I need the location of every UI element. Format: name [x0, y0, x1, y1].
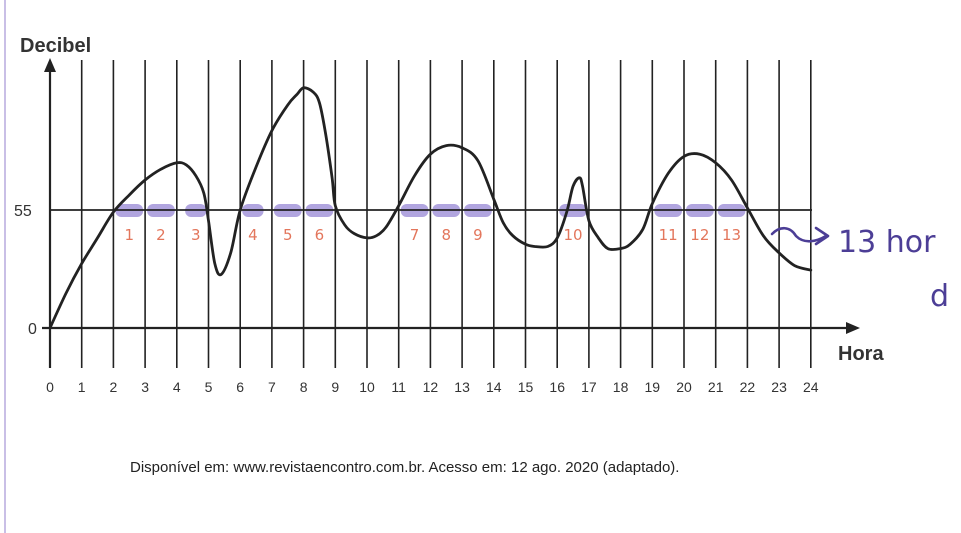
- annotation-number: 5: [283, 226, 293, 244]
- x-tick-label: 2: [110, 379, 118, 395]
- x-tick-label: 18: [613, 379, 629, 395]
- annotation-number: 13: [722, 226, 741, 244]
- handwritten-arrow: [770, 226, 830, 246]
- annotation-number: 8: [441, 226, 451, 244]
- x-tick-labels: 0 1 2 3 4 5 6 7 8 9 10 11 12 13 14 15 16 17 18 19 20 21 22 23 24: [46, 379, 819, 395]
- handwritten-note-line2: d: [930, 279, 949, 314]
- y-tick-label-0: 0: [28, 321, 37, 338]
- x-tick-label: 5: [205, 379, 213, 395]
- x-tick-label: 7: [268, 379, 276, 395]
- annotation-numbers: 1 2 3 4 5 6 7 8 9 10 11 12 13: [124, 226, 741, 244]
- x-tick-label: 16: [549, 379, 565, 395]
- x-tick-label: 23: [771, 379, 787, 395]
- x-tick-label: 8: [300, 379, 308, 395]
- handwritten-note: 13 hor d: [770, 225, 949, 314]
- x-tick-label: 24: [803, 379, 819, 395]
- x-tick-label: 4: [173, 379, 181, 395]
- y-axis-title: Decibel: [20, 35, 91, 57]
- x-tick-label: 9: [331, 379, 339, 395]
- x-tick-label: 13: [454, 379, 470, 395]
- x-tick-label: 6: [236, 379, 244, 395]
- x-tick-label: 15: [518, 379, 534, 395]
- x-axis-arrow: [846, 322, 860, 334]
- handwritten-note-line1: 13 hor: [838, 225, 936, 260]
- x-tick-label: 22: [740, 379, 756, 395]
- annotation-number: 7: [410, 226, 420, 244]
- x-tick-label: 3: [141, 379, 149, 395]
- annotation-number: 9: [473, 226, 483, 244]
- x-tick-label: 17: [581, 379, 597, 395]
- annotation-number: 3: [191, 226, 201, 244]
- annotation-number: 6: [315, 226, 325, 244]
- annotation-number: 1: [124, 226, 134, 244]
- y-axis-arrow: [44, 58, 56, 72]
- x-tick-label: 11: [391, 379, 406, 395]
- x-tick-label: 20: [676, 379, 692, 395]
- x-tick-label: 21: [708, 379, 724, 395]
- x-tick-label: 14: [486, 379, 502, 395]
- vertical-gridlines: [80, 60, 812, 368]
- annotation-number: 12: [690, 226, 709, 244]
- x-tick-label: 1: [78, 379, 86, 395]
- x-tick-label: 0: [46, 379, 54, 395]
- x-axis-title: Hora: [838, 343, 884, 365]
- source-caption: Disponível em: www.revistaencontro.com.b…: [130, 459, 679, 476]
- annotation-number: 4: [248, 226, 258, 244]
- annotation-number: 2: [156, 226, 166, 244]
- x-tick-label: 10: [359, 379, 375, 395]
- y-tick-label-55: 55: [14, 203, 32, 220]
- decibel-curve: [48, 86, 813, 330]
- x-tick-label: 12: [423, 379, 439, 395]
- x-tick-label: 19: [645, 379, 661, 395]
- page-margin-line: [4, 0, 6, 533]
- annotation-number: 11: [659, 226, 678, 244]
- annotation-number: 10: [564, 226, 583, 244]
